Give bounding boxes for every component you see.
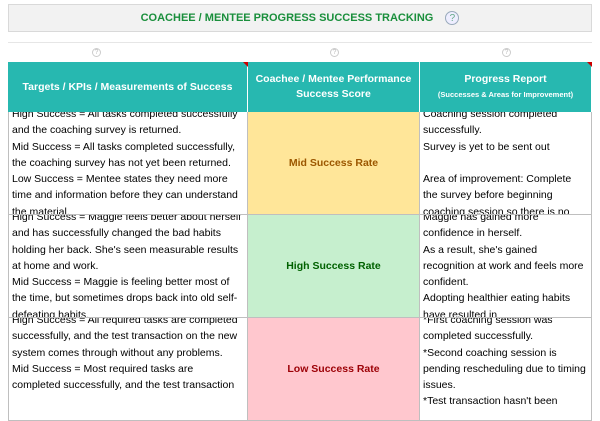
header-note: (Successes & Areas for Improvement) <box>437 90 574 99</box>
score-cell: Low Success Rate <box>248 318 420 421</box>
score-cell: High Success Rate <box>248 215 420 318</box>
cell-text: High Success = All required tasks are co… <box>12 318 244 393</box>
targets-cell: High Success = All required tasks are co… <box>8 318 248 421</box>
paragraph: Coaching session completed successfully. <box>423 112 558 137</box>
comment-marker <box>587 62 592 67</box>
paragraph: Adopting healthier eating habits have re… <box>423 292 571 318</box>
header-text: Coachee / Mentee Performance Success Sco… <box>255 73 412 100</box>
column-header: Coachee / Mentee Performance Success Sco… <box>248 62 420 112</box>
paragraph: Maggie has gained more confidence in her… <box>423 215 539 240</box>
comment-marker <box>243 62 248 67</box>
paragraph: *Second coaching session is pending resc… <box>423 346 586 392</box>
paragraph: *Test transaction hasn't been <box>423 395 558 408</box>
cell-text: High Success = Maggie feels better about… <box>12 215 244 318</box>
targets-cell: High Success = Maggie feels better about… <box>8 215 248 318</box>
column-header: Progress Report (Successes & Areas for Im… <box>420 62 592 112</box>
header-text: Progress Report (Successes & Areas for Im… <box>438 72 573 102</box>
score-cell: Mid Success Rate <box>248 112 420 215</box>
score-text: Mid Success Rate <box>288 156 379 169</box>
paragraph: As a result, she's gained recognition at… <box>423 243 584 289</box>
paragraph: Low Success = Mentee states they need mo… <box>12 173 238 215</box>
cell-text: High Success = All tasks completed succe… <box>12 112 244 215</box>
paragraph: Survey is yet to be sent out <box>423 140 550 153</box>
paragraph: High Success = All required tasks are co… <box>12 318 238 359</box>
paragraph: Mid Success = Most required tasks are co… <box>12 362 235 392</box>
help-icon[interactable]: ? <box>445 11 460 25</box>
progress-cell: Maggie has gained more confidence in her… <box>420 215 592 318</box>
help-icon[interactable]: ? <box>330 48 339 57</box>
help-icon[interactable]: ? <box>92 48 101 57</box>
title-bar: COACHEE / MENTEE PROGRESS SUCCESS TRACKI… <box>8 4 592 32</box>
paragraph: High Success = Maggie feels better about… <box>12 215 242 272</box>
paragraph: Mid Success = Maggie is feeling better m… <box>12 276 238 318</box>
header-text: Progress Report <box>464 73 547 85</box>
targets-cell: High Success = All tasks completed succe… <box>8 112 248 215</box>
paragraph: Area of improvement: Complete the survey… <box>423 173 572 215</box>
column-header: Targets / KPIs / Measurements of Success <box>8 62 248 112</box>
divider <box>8 42 592 43</box>
title: COACHEE / MENTEE PROGRESS SUCCESS TRACKI… <box>140 12 434 24</box>
cell-text: Maggie has gained more confidence in her… <box>423 215 588 318</box>
paragraph: *First coaching session was completed su… <box>423 318 553 343</box>
paragraph: High Success = All tasks completed succe… <box>12 112 238 137</box>
progress-cell: Coaching session completed successfully.… <box>420 112 592 215</box>
score-text: High Success Rate <box>286 259 381 272</box>
cell-text: Coaching session completed successfully.… <box>423 112 588 215</box>
cell-text: *First coaching session was completed su… <box>423 318 588 410</box>
paragraph: Mid Success = All tasks completed succes… <box>12 140 236 169</box>
help-icon[interactable]: ? <box>502 48 511 57</box>
progress-cell: *First coaching session was completed su… <box>420 318 592 421</box>
header-text: Targets / KPIs / Measurements of Success <box>22 80 233 93</box>
score-text: Low Success Rate <box>287 362 380 375</box>
